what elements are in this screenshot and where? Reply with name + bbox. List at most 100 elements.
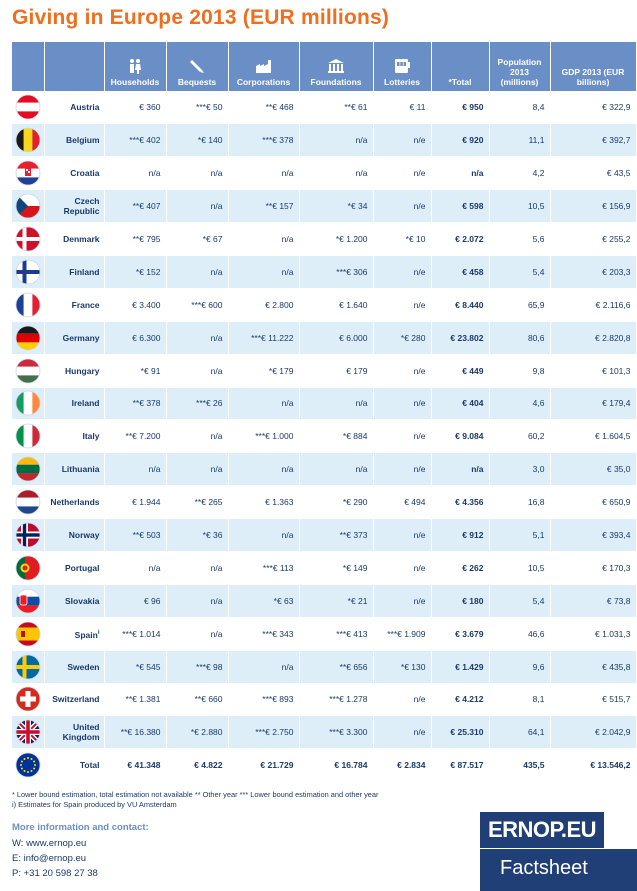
country-name: Sweden xyxy=(44,650,105,684)
lotteries-cell: ***€ 1.909 xyxy=(373,617,432,651)
population-cell: 4,2 xyxy=(489,156,551,191)
country-name: Finland xyxy=(44,255,105,289)
foundations-cell: *€ 884 xyxy=(299,419,374,454)
country-name: Netherlands xyxy=(44,485,105,520)
total-cell: € 912 xyxy=(431,518,490,552)
total-cell: € 950 xyxy=(431,91,490,125)
ernop-logo: ERNOP.EU xyxy=(480,812,604,848)
table-row: Finland *€ 152 n/a n/a ***€ 306 n/e € 458 5,4 € … xyxy=(12,255,637,289)
foundations-cell: ***€ 306 xyxy=(299,255,374,289)
table-row: Italy **€ 7.200 n/a ***€ 1.000 *€ 884 n/e € 9.… xyxy=(12,419,637,454)
table-row: Norway **€ 503 *€ 36 n/a **€ 373 n/e € 912 5,1 €… xyxy=(12,518,637,552)
table-row: Spaini ***€ 1.014 n/a ***€ 343 ***€ 413 ***€ … xyxy=(12,617,637,651)
country-name: Czech Republic xyxy=(44,189,105,224)
foundations-cell: n/a xyxy=(299,123,374,158)
gdp-cell: € 170,3 xyxy=(550,551,637,585)
corporations-cell: n/a xyxy=(228,156,300,191)
flag-germany-icon xyxy=(12,321,45,355)
population-cell: 64,1 xyxy=(489,715,551,750)
bequests-cell: n/a xyxy=(166,321,229,355)
lotteries-cell: n/e xyxy=(373,551,432,585)
table-row: Hungary *€ 91 n/a *€ 179 € 179 n/e € 449 9,8 € 1… xyxy=(12,354,637,388)
households-cell: n/a xyxy=(104,452,167,487)
total-cell: € 262 xyxy=(431,551,490,585)
total-cell: € 4.212 xyxy=(431,683,490,717)
bequests-cell: n/a xyxy=(166,354,229,388)
foundations-cell: **€ 656 xyxy=(299,650,374,684)
population-cell: 5,4 xyxy=(489,255,551,289)
foundations-cell: **€ 373 xyxy=(299,518,374,552)
flag-slovakia-icon xyxy=(12,584,45,618)
population-cell: 5,6 xyxy=(489,222,551,256)
bequests-cell: ***€ 26 xyxy=(166,387,229,421)
corporations-cell: ***€ 11.222 xyxy=(228,321,300,355)
lotteries-cell: *€ 130 xyxy=(373,650,432,684)
households-cell: **€ 407 xyxy=(104,189,167,224)
foundations-cell: € 179 xyxy=(299,354,374,388)
gdp-cell: € 322,9 xyxy=(550,91,637,125)
population-cell: 9,8 xyxy=(489,354,551,388)
foundations-cell: ***€ 3.300 xyxy=(299,715,374,750)
households-cell: € 1.944 xyxy=(104,485,167,520)
lotteries-cell: n/e xyxy=(373,452,432,487)
total-cell: € 449 xyxy=(431,354,490,388)
footnotes: * Lower bound estimation, total estimati… xyxy=(12,790,378,810)
flag-netherlands-icon xyxy=(12,485,45,520)
country-header xyxy=(44,42,105,91)
table-row: Denmark **€ 795 *€ 67 n/a *€ 1.200 *€ 10 € 2.0… xyxy=(12,222,637,256)
gdp-cell: € 203,3 xyxy=(550,255,637,289)
population-cell: 60,2 xyxy=(489,419,551,454)
households-cell: € 96 xyxy=(104,584,167,618)
flag-header xyxy=(12,42,45,91)
flag-belgium-icon xyxy=(12,123,45,158)
corporations-header: Corporations xyxy=(228,42,300,91)
corporations-cell: n/a xyxy=(228,387,300,421)
table-row: Belgium ***€ 402 *€ 140 ***€ 378 n/a n/e € 920… xyxy=(12,123,637,158)
table-header-row: Households Bequests Corporations Foundat… xyxy=(12,42,637,91)
corporations-cell: ***€ 893 xyxy=(228,683,300,717)
population-cell: 10,5 xyxy=(489,551,551,585)
corporations-cell: ***€ 2.750 xyxy=(228,715,300,750)
total-foundations-cell: € 16.784 xyxy=(299,748,374,783)
contact-web[interactable]: W: www.ernop.eu xyxy=(12,838,87,849)
total-cell: € 180 xyxy=(431,584,490,618)
gdp-cell: € 650,9 xyxy=(550,485,637,520)
table-row: Germany € 6.300 n/a ***€ 11.222 € 6.000 *€ 28… xyxy=(12,321,637,355)
foundations-cell: *€ 21 xyxy=(299,584,374,618)
lotteries-cell: n/e xyxy=(373,584,432,618)
page-title: Giving in Europe 2013 (EUR millions) xyxy=(12,6,390,29)
total-lotteries-cell: € 2.834 xyxy=(373,748,432,783)
corporations-cell: n/a xyxy=(228,222,300,256)
population-cell: 5,1 xyxy=(489,518,551,552)
gdp-cell: € 515,7 xyxy=(550,683,637,717)
lotteries-cell: n/e xyxy=(373,518,432,552)
country-name: Italy xyxy=(44,419,105,454)
total-cell: € 8.440 xyxy=(431,288,490,322)
foundations-cell: *€ 149 xyxy=(299,551,374,585)
foundations-cell: ***€ 413 xyxy=(299,617,374,651)
country-name: Slovakia xyxy=(44,584,105,618)
bequests-cell: n/a xyxy=(166,584,229,618)
table-row: Switzerland **€ 1.381 **€ 660 ***€ 893 ***€ … xyxy=(12,683,637,717)
gdp-cell: € 1.604,5 xyxy=(550,419,637,454)
total-population-cell: 435,5 xyxy=(489,748,551,783)
households-cell: *€ 545 xyxy=(104,650,167,684)
households-header: Households xyxy=(104,42,167,91)
households-cell: n/a xyxy=(104,551,167,585)
lotteries-cell: n/e xyxy=(373,189,432,224)
slot-machine-icon xyxy=(395,59,410,73)
foundations-cell: *€ 1.200 xyxy=(299,222,374,256)
bequests-cell: **€ 660 xyxy=(166,683,229,717)
gdp-cell: € 435,8 xyxy=(550,650,637,684)
lotteries-cell: n/e xyxy=(373,288,432,322)
gdp-cell: € 179,4 xyxy=(550,387,637,421)
flag-france-icon xyxy=(12,288,45,322)
contact-email[interactable]: E: info@ernop.eu xyxy=(12,853,87,864)
flag-italy-icon xyxy=(12,419,45,454)
corporations-cell: n/a xyxy=(228,255,300,289)
households-cell: **€ 7.200 xyxy=(104,419,167,454)
lotteries-cell: € 494 xyxy=(373,485,432,520)
table-row: Slovakia € 96 n/a *€ 63 *€ 21 n/e € 180 5,4 € 73… xyxy=(12,584,637,618)
gdp-cell: € 2.820,8 xyxy=(550,321,637,355)
country-name: Croatia xyxy=(44,156,105,191)
